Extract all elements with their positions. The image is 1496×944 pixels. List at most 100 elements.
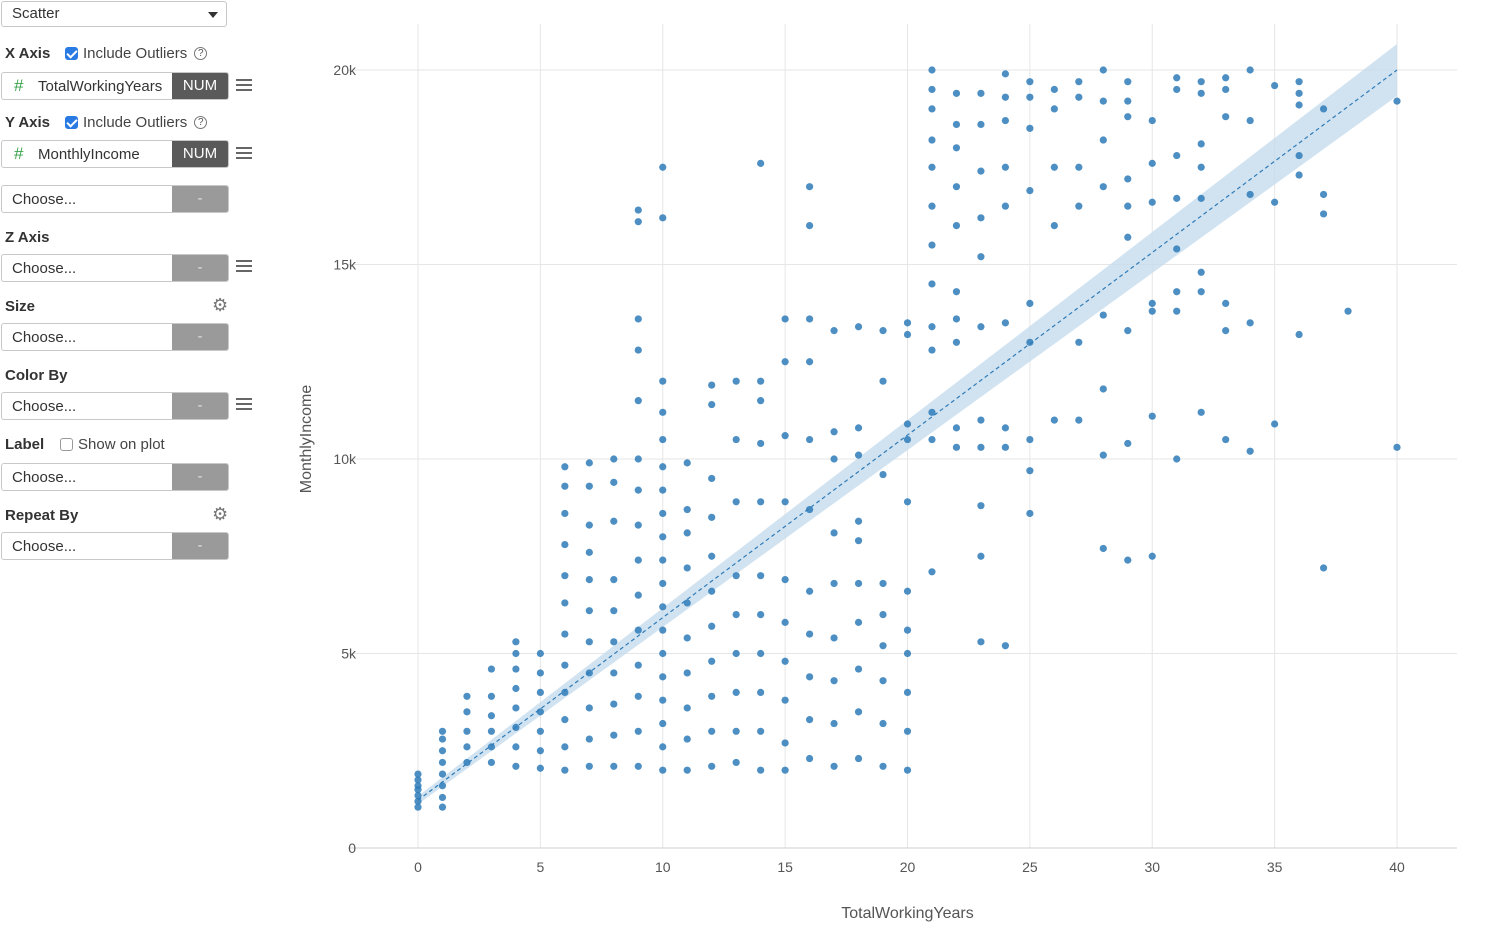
scatter-point[interactable]	[781, 739, 789, 747]
scatter-point[interactable]	[903, 435, 912, 444]
scatter-point[interactable]	[903, 626, 912, 634]
scatter-point[interactable]	[512, 638, 520, 646]
scatter-point[interactable]	[781, 657, 789, 665]
scatter-point[interactable]	[659, 556, 667, 564]
scatter-point[interactable]	[610, 575, 618, 584]
scatter-point[interactable]	[512, 743, 520, 751]
scatter-point[interactable]	[903, 498, 912, 506]
scatter-point[interactable]	[977, 167, 985, 175]
scatter-point[interactable]	[1271, 81, 1279, 90]
scatter-point[interactable]	[806, 315, 814, 323]
y-include-outliers-checkbox[interactable]: Include Outliers ?	[65, 114, 208, 131]
scatter-point[interactable]	[683, 766, 691, 774]
scatter-point[interactable]	[1197, 140, 1205, 148]
scatter-point[interactable]	[536, 764, 544, 772]
scatter-point[interactable]	[732, 435, 740, 444]
scatter-point[interactable]	[438, 803, 447, 811]
scatter-point[interactable]	[757, 727, 765, 735]
scatter-point[interactable]	[928, 280, 936, 288]
scatter-point[interactable]	[1075, 202, 1083, 210]
scatter-point[interactable]	[708, 657, 716, 665]
scatter-point[interactable]	[1124, 439, 1132, 448]
scatter-point[interactable]	[634, 626, 642, 634]
scatter-point[interactable]	[806, 435, 814, 444]
scatter-point[interactable]	[438, 758, 447, 767]
scatter-point[interactable]	[634, 486, 642, 494]
scatter-point[interactable]	[781, 432, 789, 440]
scatter-point[interactable]	[1001, 116, 1010, 125]
scatter-point[interactable]	[659, 696, 667, 704]
scatter-point[interactable]	[977, 323, 985, 331]
scatter-point[interactable]	[610, 700, 618, 708]
scatter-point[interactable]	[659, 673, 667, 681]
scatter-point[interactable]	[952, 443, 961, 451]
scatter-point[interactable]	[487, 758, 496, 767]
scatter-point[interactable]	[438, 793, 447, 802]
scatter-point[interactable]	[1099, 385, 1107, 393]
scatter-point[interactable]	[732, 758, 740, 767]
scatter-point[interactable]	[610, 607, 618, 615]
scatter-point[interactable]	[1393, 443, 1401, 451]
scatter-point[interactable]	[806, 630, 814, 638]
scatter-point[interactable]	[1295, 171, 1303, 179]
scatter-point[interactable]	[830, 529, 838, 537]
checkbox-unchecked-icon[interactable]	[60, 438, 73, 451]
scatter-point[interactable]	[683, 634, 691, 642]
scatter-point[interactable]	[1319, 564, 1328, 572]
x-axis-field[interactable]: # TotalWorkingYears NUM	[1, 72, 229, 100]
scatter-point[interactable]	[830, 455, 838, 463]
scatter-point[interactable]	[1001, 424, 1010, 432]
scatter-point[interactable]	[928, 408, 936, 416]
scatter-point[interactable]	[683, 529, 691, 537]
scatter-point[interactable]	[952, 338, 961, 346]
scatter-point[interactable]	[438, 747, 447, 755]
scatter-point[interactable]	[683, 505, 691, 514]
scatter-point[interactable]	[732, 377, 740, 385]
scatter-point[interactable]	[1173, 455, 1181, 463]
scatter-point[interactable]	[610, 762, 618, 770]
scatter-point[interactable]	[512, 649, 520, 658]
scatter-point[interactable]	[757, 766, 765, 774]
scatter-point[interactable]	[1173, 85, 1181, 94]
scatter-point[interactable]	[512, 684, 520, 693]
scatter-point[interactable]	[1197, 89, 1205, 97]
scatter-point[interactable]	[561, 540, 569, 549]
scatter-point[interactable]	[879, 762, 887, 770]
scatter-point[interactable]	[1124, 202, 1132, 210]
scatter-point[interactable]	[610, 638, 618, 646]
scatter-point[interactable]	[585, 607, 593, 615]
scatter-point[interactable]	[952, 222, 961, 230]
scatter-point[interactable]	[781, 766, 789, 774]
scatter-point[interactable]	[1197, 288, 1205, 296]
scatter-point[interactable]	[585, 548, 593, 556]
scatter-point[interactable]	[438, 727, 447, 735]
scatter-point[interactable]	[732, 727, 740, 735]
scatter-point[interactable]	[463, 692, 471, 700]
scatter-point[interactable]	[1124, 233, 1132, 241]
scatter-point[interactable]	[1295, 330, 1303, 339]
scatter-point[interactable]	[1173, 307, 1181, 315]
scatter-point[interactable]	[928, 136, 936, 144]
size-gear-icon[interactable]: ⚙	[212, 295, 229, 315]
scatter-point[interactable]	[1050, 85, 1058, 94]
scatter-point[interactable]	[830, 428, 838, 436]
scatter-point[interactable]	[830, 579, 838, 588]
scatter-point[interactable]	[1026, 186, 1034, 195]
scatter-point[interactable]	[1295, 89, 1303, 97]
color-by-menu-icon[interactable]	[236, 398, 252, 411]
scatter-point[interactable]	[1246, 66, 1254, 74]
scatter-point[interactable]	[1197, 163, 1205, 171]
scatter-point[interactable]	[1173, 245, 1181, 253]
scatter-point[interactable]	[1001, 202, 1010, 210]
scatter-point[interactable]	[1099, 451, 1107, 459]
scatter-point[interactable]	[977, 214, 985, 222]
scatter-point[interactable]	[928, 435, 936, 444]
scatter-point[interactable]	[854, 708, 863, 716]
scatter-point[interactable]	[414, 770, 422, 778]
scatter-point[interactable]	[1246, 116, 1254, 125]
scatter-point[interactable]	[1148, 552, 1156, 560]
scatter-point[interactable]	[977, 120, 985, 129]
scatter-point[interactable]	[806, 587, 814, 595]
scatter-point[interactable]	[854, 579, 863, 588]
scatter-point[interactable]	[879, 642, 887, 650]
